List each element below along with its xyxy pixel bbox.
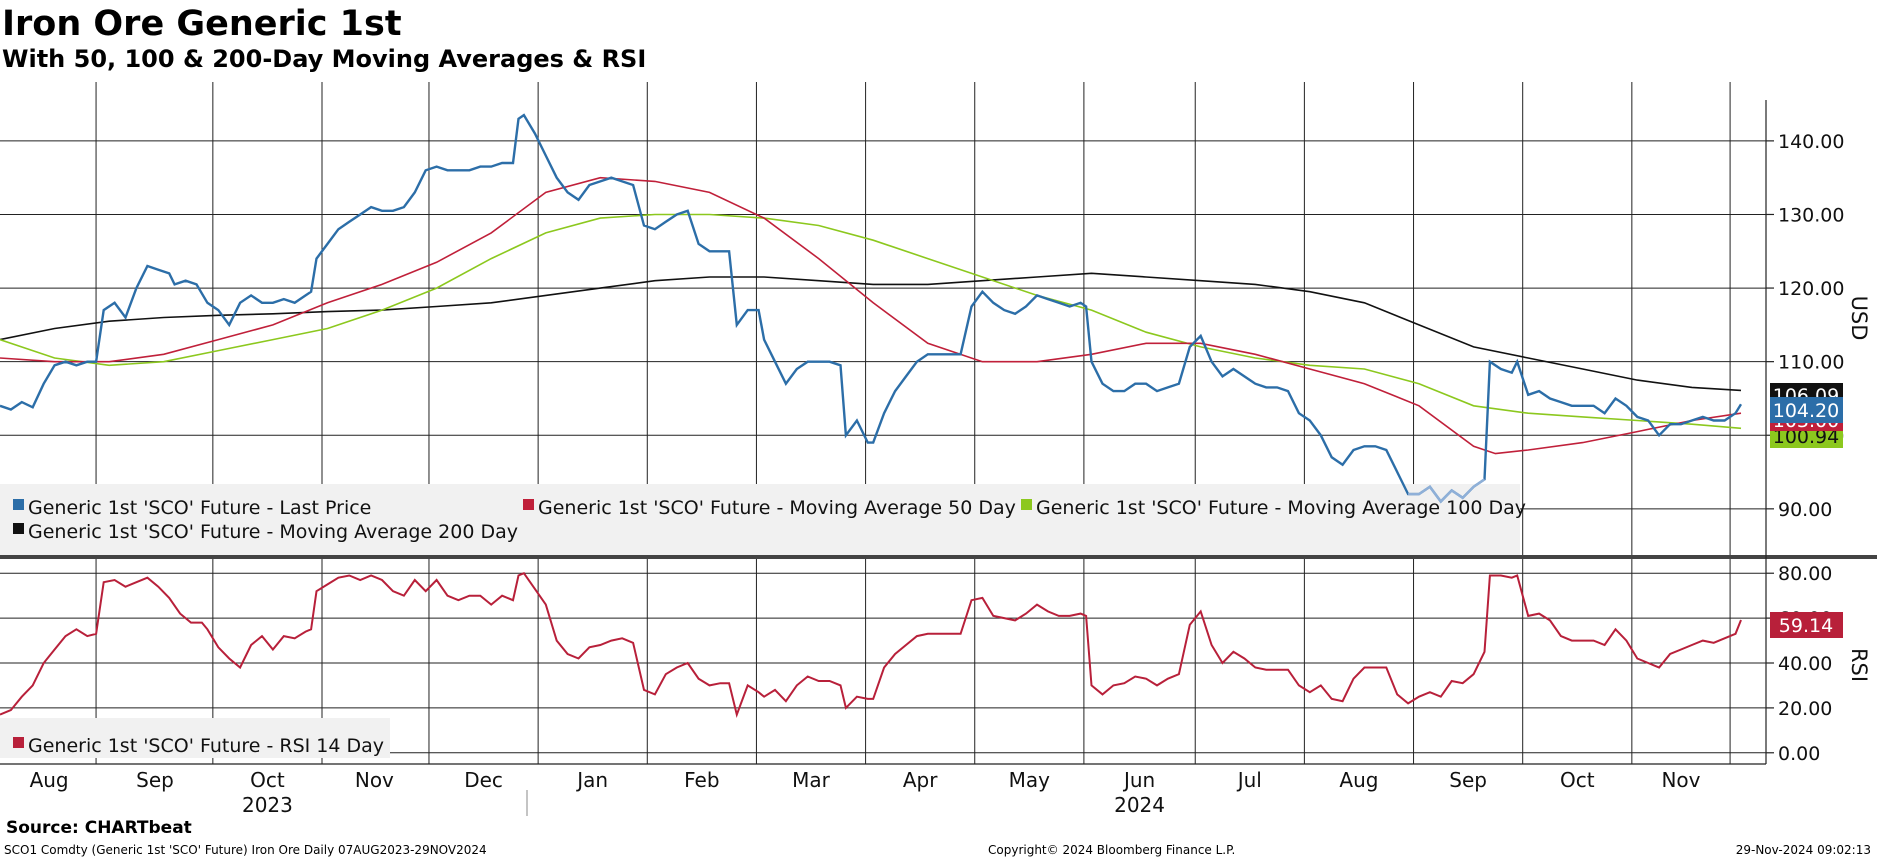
legend-swatch-price (13, 499, 24, 510)
month-label: Nov (1661, 768, 1700, 792)
month-label: Apr (903, 768, 938, 792)
chart-subtitle: With 50, 100 & 200-Day Moving Averages &… (2, 45, 647, 73)
rsi-line (0, 571, 1742, 718)
month-label: Mar (792, 768, 831, 792)
legend-label-rsi: Generic 1st 'SCO' Future - RSI 14 Day (28, 735, 384, 757)
price-tick-label: 110.00 (1778, 352, 1844, 374)
x-axis-year-labels: 2023 2024 (242, 793, 1165, 817)
month-label: Feb (684, 768, 719, 792)
footer-right: 29-Nov-2024 09:02:13 (1735, 843, 1871, 857)
rsi-tick-label: 20.00 (1778, 698, 1832, 720)
ma50-line (0, 176, 1742, 455)
month-label: Aug (1339, 768, 1378, 792)
year-label: 2023 (242, 793, 293, 817)
month-label: Jan (575, 768, 608, 792)
footer-center: Copyright© 2024 Bloomberg Finance L.P. (988, 843, 1236, 857)
price-y-axis-label: USD (1847, 296, 1871, 341)
price-series-group (0, 113, 1743, 504)
rsi-last-value: 59.14 (1779, 615, 1833, 637)
price-tick-label: 120.00 (1778, 278, 1844, 300)
last-price-line-faded (1408, 478, 1486, 504)
legend-swatch-ma100 (1021, 499, 1032, 510)
vertical-gridlines (95, 82, 1731, 764)
month-label: Jun (1122, 768, 1155, 792)
month-label: May (1009, 768, 1051, 792)
legend-label-price: Generic 1st 'SCO' Future - Last Price (28, 497, 371, 519)
month-label: Sep (136, 768, 174, 792)
panel-divider (0, 555, 1877, 559)
source-note: Source: CHARTbeat (6, 818, 192, 838)
footer-left: SCO1 Comdty (Generic 1st 'SCO' Future) I… (4, 843, 487, 857)
horizontal-gridlines (0, 140, 1766, 754)
chart-title: Iron Ore Generic 1st (2, 4, 402, 44)
price-tick-label: 130.00 (1778, 204, 1844, 226)
month-label: Sep (1449, 768, 1487, 792)
month-label: Jul (1236, 768, 1262, 792)
legend-swatch-rsi (13, 737, 24, 748)
price-tick-label: 90.00 (1778, 499, 1832, 521)
ma100-last-value: 100.94 (1773, 426, 1839, 448)
x-axis-month-labels: Aug Sep Oct Nov Dec Jan Feb Mar Apr May Jun Jul Aug S… (30, 768, 1701, 792)
month-label: Oct (1560, 768, 1595, 792)
last-price-line (0, 113, 1743, 504)
month-label: Dec (464, 768, 503, 792)
price-last-badge: 104.20 (1770, 397, 1843, 423)
price-last-value: 104.20 (1773, 400, 1839, 422)
month-label: Nov (355, 768, 394, 792)
legend-label-ma50: Generic 1st 'SCO' Future - Moving Averag… (538, 497, 1016, 519)
legend-swatch-ma50 (523, 499, 534, 510)
rsi-tick-label: 0.00 (1778, 743, 1820, 765)
ma100-line (0, 213, 1742, 430)
ma200-line (0, 272, 1742, 392)
rsi-y-axis-label: RSI (1847, 648, 1871, 682)
legend-label-ma100: Generic 1st 'SCO' Future - Moving Averag… (1036, 497, 1526, 519)
month-label: Oct (250, 768, 285, 792)
rsi-legend-box (0, 718, 390, 758)
rsi-tick-label: 80.00 (1778, 563, 1832, 585)
price-legend-box (0, 484, 1520, 556)
month-label: Aug (30, 768, 69, 792)
price-legend: Generic 1st 'SCO' Future - Last Price Ge… (13, 497, 1526, 543)
rsi-legend: Generic 1st 'SCO' Future - RSI 14 Day (13, 735, 384, 757)
legend-swatch-ma200 (13, 523, 24, 534)
price-tick-label: 140.00 (1778, 131, 1844, 153)
rsi-last-badge: 59.14 (1770, 612, 1843, 638)
year-label: 2024 (1114, 793, 1165, 817)
legend-label-ma200: Generic 1st 'SCO' Future - Moving Averag… (28, 521, 518, 543)
rsi-tick-label: 40.00 (1778, 653, 1832, 675)
